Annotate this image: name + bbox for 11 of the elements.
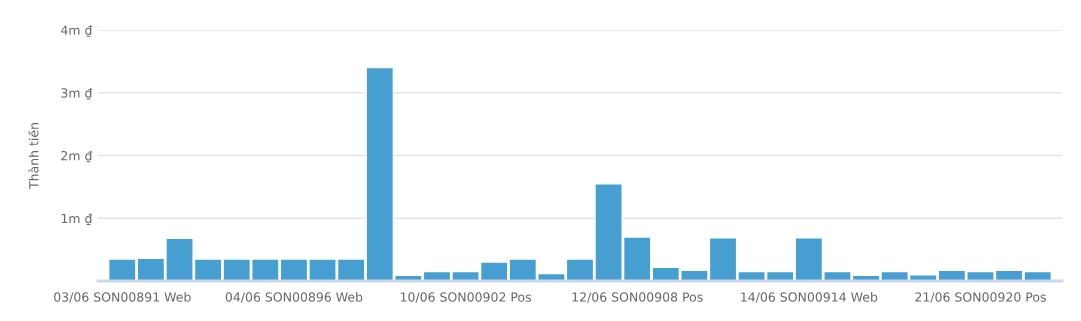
x-tick-label: 14/06 SON00914 Web xyxy=(741,292,878,303)
y-tick-label: 1m ₫ xyxy=(61,213,93,225)
y-tick-label: 2m ₫ xyxy=(61,150,93,163)
x-tick-label: 12/06 SON00908 Pos xyxy=(572,292,703,303)
x-tick-label: 10/06 SON00902 Pos xyxy=(400,292,532,303)
x-tick-label: 21/06 SON00920 Pos xyxy=(915,292,1046,303)
y-tick-label: 4m ₫ xyxy=(61,25,93,37)
x-tick-label: 03/06 SON00891 Web xyxy=(54,292,191,303)
y-tick-label: 3m ₫ xyxy=(61,88,93,100)
y-axis-title: Thành tiền xyxy=(27,123,39,190)
x-tick-label: 04/06 SON00896 Web xyxy=(225,292,363,303)
